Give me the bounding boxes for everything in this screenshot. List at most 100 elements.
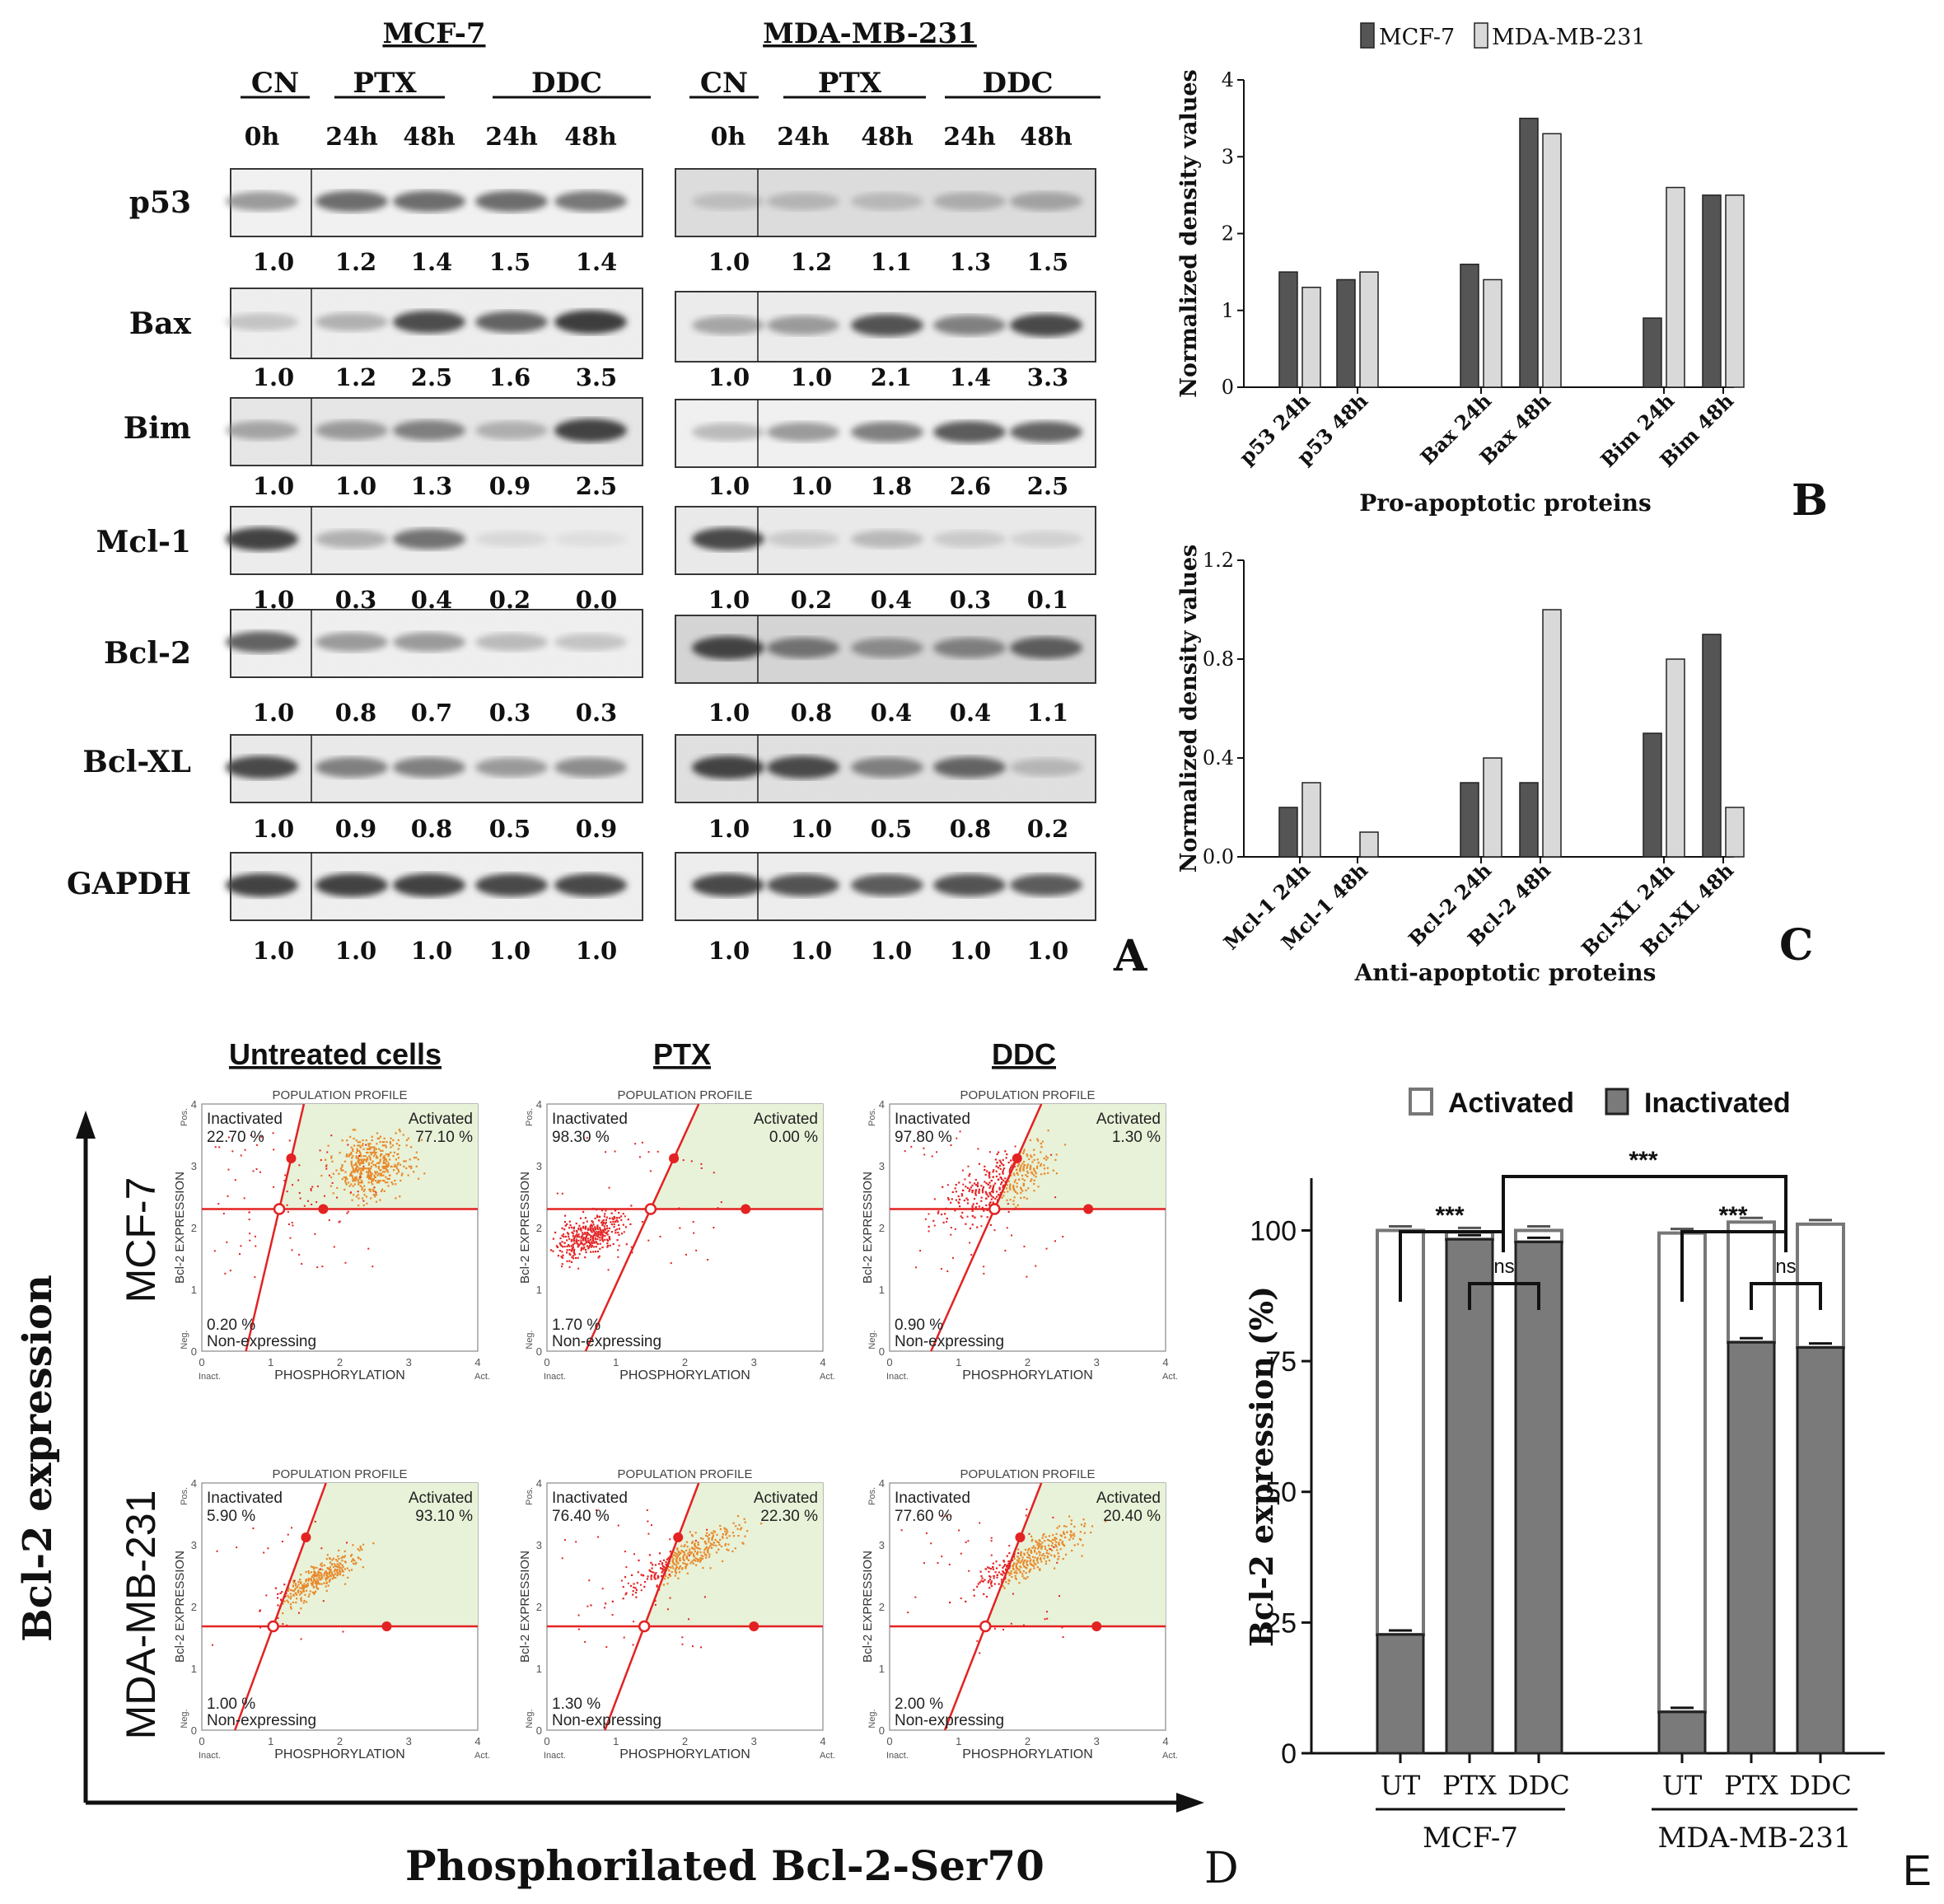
event-dot	[629, 1584, 633, 1587]
event-dot	[349, 1555, 353, 1557]
event-dot	[561, 1246, 564, 1248]
event-dot	[381, 1174, 383, 1177]
event-dot	[1012, 1203, 1015, 1205]
plot-title: POPULATION PROFILE	[273, 1088, 408, 1102]
event-dot	[383, 1140, 386, 1144]
event-dot	[1002, 1570, 1004, 1573]
event-dot	[372, 1155, 376, 1158]
event-dot	[1013, 1165, 1016, 1168]
event-dot	[561, 1265, 563, 1268]
event-dot	[616, 1228, 619, 1231]
event-dot	[686, 1546, 689, 1548]
event-dot	[1007, 1563, 1010, 1565]
event-dot	[1040, 1163, 1042, 1165]
event-dot	[1011, 1559, 1014, 1562]
event-dot	[591, 1236, 594, 1238]
event-dot	[585, 1236, 587, 1239]
event-dot	[562, 1233, 565, 1236]
event-dot	[1061, 1626, 1063, 1629]
event-dot	[724, 1527, 727, 1530]
event-dot	[1050, 1540, 1053, 1542]
event-dot	[356, 1169, 358, 1172]
event-dot	[992, 1201, 994, 1204]
event-dot	[584, 1227, 586, 1229]
event-dot	[386, 1169, 388, 1172]
mcf7-density-value: 1.0	[253, 937, 294, 965]
event-dot	[333, 1563, 336, 1565]
event-dot	[1080, 1523, 1083, 1526]
event-dot	[1030, 1549, 1032, 1551]
event-dot	[627, 1582, 629, 1584]
mcf7-density-value: 1.4	[576, 248, 617, 276]
mda-density-value: 0.2	[791, 586, 832, 614]
band	[554, 419, 627, 442]
event-dot	[343, 1556, 345, 1559]
event-dot	[582, 1244, 585, 1247]
event-dot	[305, 1571, 307, 1574]
plot-title: POPULATION PROFILE	[618, 1088, 753, 1102]
event-dot	[293, 1588, 296, 1591]
event-dot	[295, 1587, 297, 1590]
event-dot	[362, 1162, 365, 1164]
event-dot	[325, 1570, 327, 1573]
event-dot	[407, 1137, 409, 1139]
event-dot	[1029, 1562, 1031, 1565]
event-dot	[354, 1167, 357, 1170]
event-dot	[329, 1579, 331, 1582]
event-dot	[669, 1551, 672, 1553]
event-dot	[325, 1579, 327, 1581]
event-dot	[287, 1588, 290, 1590]
event-dot	[1028, 1570, 1030, 1574]
event-dot	[604, 1231, 606, 1233]
event-dot	[735, 1525, 737, 1527]
event-dot	[1006, 1153, 1008, 1156]
event-dot	[691, 1535, 694, 1537]
y-tick-label: 100	[1250, 1215, 1297, 1247]
event-dot	[581, 1247, 583, 1249]
event-dot	[971, 1184, 974, 1187]
event-dot	[570, 1240, 572, 1242]
event-dot	[697, 1560, 699, 1563]
event-dot	[1001, 1163, 1003, 1165]
event-dot	[1002, 1169, 1005, 1172]
event-dot	[616, 1239, 619, 1242]
event-dot	[1071, 1534, 1073, 1537]
event-dot	[1061, 1541, 1063, 1544]
event-dot	[1016, 1186, 1018, 1188]
plot-y-label: Bcl-2 EXPRESSION	[173, 1172, 187, 1284]
bar-mcf-7	[1643, 317, 1662, 388]
event-dot	[350, 1160, 353, 1163]
event-dot	[1022, 1570, 1025, 1573]
event-dot	[385, 1158, 387, 1161]
event-dot	[371, 1139, 373, 1142]
event-dot	[1035, 1167, 1039, 1169]
event-dot	[598, 1233, 600, 1235]
event-dot	[289, 1598, 292, 1600]
event-dot	[283, 1584, 286, 1586]
event-dot	[974, 1205, 977, 1209]
event-dot	[289, 1237, 292, 1239]
event-dot	[1029, 1560, 1031, 1563]
event-dot	[355, 1151, 358, 1154]
event-dot	[1010, 1159, 1012, 1162]
event-dot	[601, 1246, 604, 1249]
event-dot	[973, 1594, 975, 1597]
event-dot	[336, 1570, 339, 1572]
event-dot	[1005, 1565, 1008, 1568]
event-dot	[307, 1578, 311, 1580]
y-tick-label: 1	[536, 1284, 542, 1296]
band	[851, 314, 923, 337]
event-dot	[998, 1173, 1001, 1176]
band	[393, 632, 465, 653]
event-dot	[990, 1554, 993, 1556]
band	[315, 530, 388, 549]
event-dot	[1065, 1525, 1068, 1528]
y-tick-label: 0	[191, 1345, 197, 1358]
event-dot	[706, 1532, 708, 1534]
event-dot	[355, 1157, 357, 1159]
event-dot	[632, 1644, 634, 1646]
event-dot	[988, 1186, 991, 1189]
event-dot	[592, 1234, 595, 1237]
event-dot	[1019, 1565, 1021, 1568]
event-dot	[214, 1146, 217, 1148]
